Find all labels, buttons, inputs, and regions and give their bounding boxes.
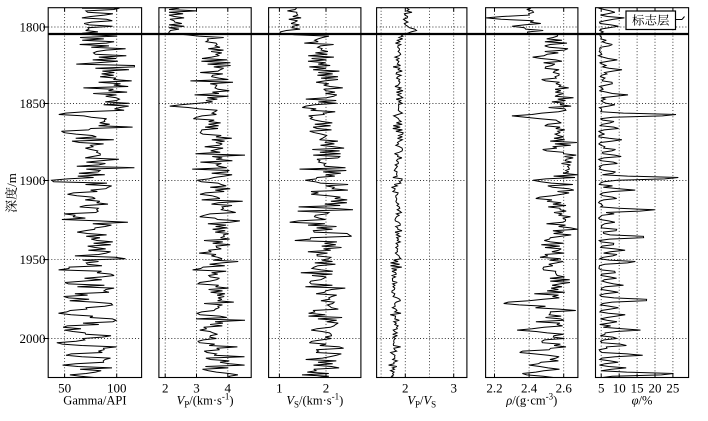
svg-text:Gamma/API: Gamma/API — [63, 394, 126, 408]
svg-text:3: 3 — [193, 381, 200, 396]
svg-text:2.4: 2.4 — [521, 381, 538, 396]
svg-text:50: 50 — [58, 381, 71, 396]
svg-text:20: 20 — [649, 381, 662, 396]
svg-text:1950: 1950 — [20, 252, 46, 267]
svg-text:4: 4 — [225, 381, 232, 396]
svg-text:15: 15 — [631, 381, 644, 396]
svg-text:/m: /m — [4, 173, 19, 187]
svg-text:5: 5 — [598, 381, 605, 396]
svg-text:2: 2 — [323, 381, 330, 396]
svg-text:1800: 1800 — [20, 20, 46, 35]
svg-text:2: 2 — [162, 381, 169, 396]
svg-text:25: 25 — [666, 381, 679, 396]
svg-text:2.2: 2.2 — [486, 381, 502, 396]
svg-text:φ/%: φ/% — [632, 394, 653, 408]
svg-text:2000: 2000 — [20, 331, 46, 346]
svg-text:VP/(km·s-1): VP/(km·s-1) — [177, 392, 234, 410]
svg-text:VS/(km·s-1): VS/(km·s-1) — [286, 392, 343, 410]
svg-text:1850: 1850 — [20, 96, 46, 111]
svg-text:2: 2 — [402, 381, 409, 396]
svg-text:100: 100 — [107, 381, 127, 396]
svg-text:2.6: 2.6 — [556, 381, 573, 396]
svg-text:ρ/(g·cm-3): ρ/(g·cm-3) — [505, 392, 557, 408]
svg-text:1: 1 — [276, 381, 283, 396]
svg-text:10: 10 — [613, 381, 626, 396]
svg-text:3: 3 — [450, 381, 457, 396]
svg-text:VP/VS: VP/VS — [407, 394, 436, 410]
svg-text:1900: 1900 — [20, 173, 46, 188]
